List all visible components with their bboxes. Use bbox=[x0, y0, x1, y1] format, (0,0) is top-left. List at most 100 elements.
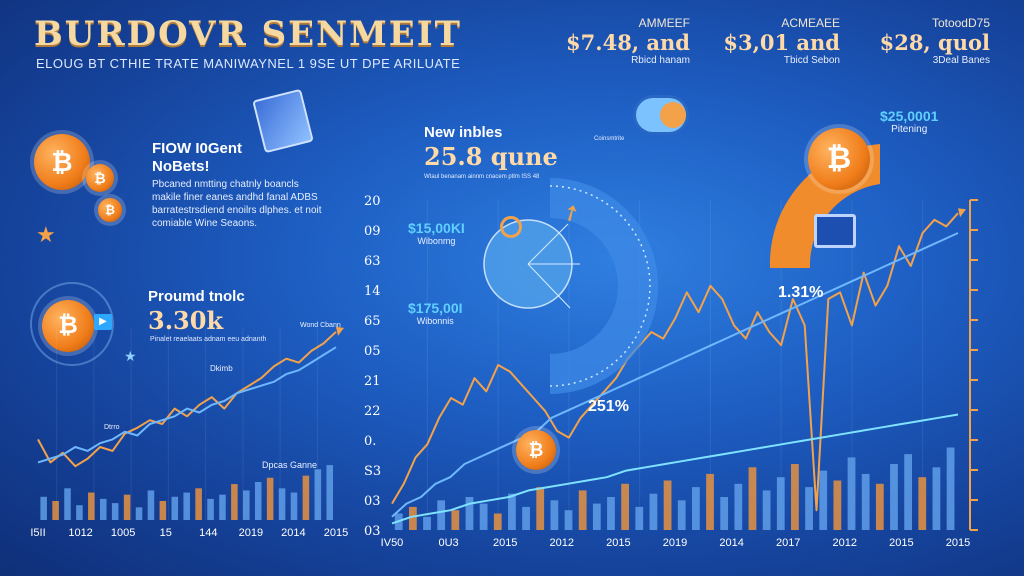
bar bbox=[592, 503, 601, 530]
bar bbox=[159, 500, 167, 520]
chart-note: Dtrro bbox=[104, 424, 120, 431]
x-tick-label: 15 bbox=[160, 527, 172, 539]
bitcoin-coin-icon: ₿ bbox=[516, 430, 556, 470]
bar bbox=[904, 454, 913, 530]
center-heading: New inbles bbox=[424, 124, 503, 141]
series-line bbox=[37, 346, 337, 464]
percent-label: 1.31% bbox=[778, 284, 824, 301]
bar bbox=[564, 510, 573, 530]
star-icon: ★ bbox=[36, 222, 56, 247]
bar bbox=[861, 473, 870, 530]
bar bbox=[607, 497, 615, 530]
stat-card-1: AMMEEF $7.48, and Rbicd hanam bbox=[560, 16, 690, 66]
x-tick-label: 1012 bbox=[68, 527, 92, 539]
bar bbox=[423, 516, 431, 530]
bar bbox=[135, 507, 143, 520]
y-tick-label: 14 bbox=[364, 284, 381, 299]
y-tick-label: 21 bbox=[364, 374, 381, 389]
bitcoin-coin-icon: ₿ bbox=[42, 300, 94, 352]
bar bbox=[946, 447, 955, 530]
bar bbox=[243, 490, 250, 520]
bar bbox=[111, 503, 119, 520]
right-badge: $25,0001 Pitening bbox=[880, 108, 938, 135]
badge-value: $175,00I bbox=[408, 300, 463, 316]
bar bbox=[64, 488, 71, 520]
x-tick-label: 144 bbox=[199, 527, 217, 539]
bar bbox=[408, 506, 417, 530]
bar bbox=[465, 497, 474, 530]
x-tick-label: 2012 bbox=[550, 537, 574, 549]
bar bbox=[123, 494, 131, 520]
star-icon: ★ bbox=[124, 348, 137, 364]
bitcoin-coin-icon: ₿ bbox=[86, 164, 114, 192]
series-line bbox=[391, 413, 959, 525]
badge-sub: Wibonnis bbox=[416, 316, 454, 326]
y-tick-label: 09 bbox=[364, 224, 381, 239]
bar bbox=[40, 496, 47, 520]
x-tick-label: 1005 bbox=[111, 527, 135, 539]
bar bbox=[890, 464, 898, 530]
bar bbox=[493, 513, 502, 530]
left-mid-heading: Proumd tnolc bbox=[148, 288, 245, 305]
bar bbox=[88, 492, 95, 520]
badge-bottom: $175,00I Wibonnis bbox=[408, 300, 463, 326]
bar bbox=[290, 492, 298, 520]
gauge-dial bbox=[483, 178, 658, 394]
y-tick-label: 0. bbox=[364, 434, 376, 449]
bar bbox=[99, 498, 107, 520]
x-tick-label: 2015 bbox=[324, 527, 348, 539]
stat-sub: 3Deal Banes bbox=[932, 55, 990, 66]
bar bbox=[720, 497, 729, 530]
bar bbox=[437, 500, 446, 530]
bar bbox=[819, 470, 828, 530]
bar bbox=[833, 480, 842, 530]
y-tick-label: 65 bbox=[364, 314, 381, 329]
bar bbox=[691, 487, 700, 530]
bar bbox=[278, 488, 286, 520]
x-tick-label: IV50 bbox=[381, 537, 404, 549]
coin-icon bbox=[660, 102, 686, 128]
bar bbox=[578, 490, 587, 530]
x-tick-label: 2015 bbox=[493, 537, 517, 549]
bar bbox=[76, 505, 83, 520]
bar bbox=[52, 500, 59, 520]
x-tick-label: 2019 bbox=[663, 537, 687, 549]
coin-ring bbox=[30, 282, 114, 366]
bar bbox=[932, 467, 941, 530]
bar bbox=[326, 465, 334, 520]
bar bbox=[171, 496, 179, 520]
bar bbox=[677, 500, 686, 530]
x-tick-label: 2015 bbox=[889, 537, 913, 549]
y-tick-label: 03 bbox=[364, 494, 381, 509]
bar bbox=[621, 483, 630, 530]
bar bbox=[762, 490, 771, 530]
bar bbox=[734, 483, 743, 530]
bar bbox=[254, 481, 262, 520]
page-subtitle: ELOUG BT CTHIE TRATE MANIWAYNEL 1 9SE UT… bbox=[36, 56, 461, 71]
y-tick-label: 63 bbox=[364, 254, 381, 269]
bar bbox=[536, 487, 545, 530]
arrow-head bbox=[336, 326, 344, 336]
bar bbox=[847, 457, 856, 530]
badge-value: $15,00KI bbox=[408, 220, 465, 236]
bitcoin-coin-icon: ₿ bbox=[98, 198, 122, 222]
x-tick-label: I5II bbox=[30, 527, 45, 539]
left-mid-note: Pinalet reaelaats adnam eeu adnanth bbox=[150, 336, 267, 343]
play-icon: ▶ bbox=[94, 314, 112, 330]
y-tick-label: 20 bbox=[364, 194, 381, 209]
stat-value: $7.48, and bbox=[566, 30, 690, 55]
chart-note: Dkimb bbox=[210, 364, 233, 373]
bar bbox=[748, 467, 757, 530]
bar bbox=[219, 494, 226, 520]
icon-note: Coinsmtrite bbox=[594, 136, 625, 142]
series-line bbox=[391, 232, 959, 518]
bar bbox=[451, 510, 460, 530]
y-tick-label: 05 bbox=[364, 344, 381, 359]
stat-label: TotoodD75 bbox=[931, 16, 990, 30]
x-tick-label: 0U3 bbox=[439, 537, 459, 549]
bar bbox=[550, 500, 559, 530]
marker-ring-icon bbox=[500, 216, 522, 238]
x-tick-label: 2014 bbox=[719, 537, 743, 549]
bar bbox=[776, 477, 785, 530]
stat-value: $28, quol bbox=[879, 30, 990, 55]
